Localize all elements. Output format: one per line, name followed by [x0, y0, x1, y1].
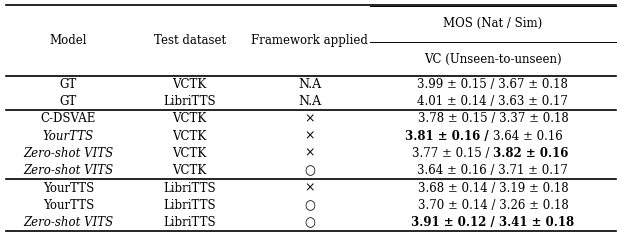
Text: 3.99 ± 0.15 / 3.67 ± 0.18: 3.99 ± 0.15 / 3.67 ± 0.18: [417, 78, 569, 91]
Text: YourTTS: YourTTS: [43, 130, 94, 143]
Text: Zero-shot VITS: Zero-shot VITS: [24, 147, 113, 160]
Text: ×: ×: [304, 147, 315, 160]
Text: VC (Unseen-to-unseen): VC (Unseen-to-unseen): [424, 52, 562, 66]
Text: Test dataset: Test dataset: [154, 34, 226, 47]
Text: ×: ×: [304, 112, 315, 125]
Text: N.A: N.A: [298, 95, 321, 108]
Text: 3.70 ± 0.14 / 3.26 ± 0.18: 3.70 ± 0.14 / 3.26 ± 0.18: [417, 199, 569, 212]
Text: Zero-shot VITS: Zero-shot VITS: [24, 164, 113, 177]
Text: 3.77 ± 0.15 /: 3.77 ± 0.15 /: [412, 147, 493, 160]
Text: YourTTS: YourTTS: [43, 199, 94, 212]
Text: 3.81 ± 0.16 /: 3.81 ± 0.16 /: [405, 130, 493, 143]
Text: Framework applied: Framework applied: [251, 34, 368, 47]
Text: N.A: N.A: [298, 78, 321, 91]
Text: MOS (Nat / Sim): MOS (Nat / Sim): [443, 17, 542, 30]
Text: ○: ○: [304, 164, 315, 177]
Text: 4.01 ± 0.14 / 3.63 ± 0.17: 4.01 ± 0.14 / 3.63 ± 0.17: [417, 95, 569, 108]
Text: VCTK: VCTK: [172, 147, 207, 160]
Text: VCTK: VCTK: [172, 164, 207, 177]
Text: Zero-shot VITS: Zero-shot VITS: [24, 216, 113, 229]
Text: GT: GT: [60, 78, 77, 91]
Text: ○: ○: [304, 216, 315, 229]
Text: ×: ×: [304, 181, 315, 194]
Text: 3.91 ± 0.12 / 3.41 ± 0.18: 3.91 ± 0.12 / 3.41 ± 0.18: [411, 216, 575, 229]
Text: 3.78 ± 0.15 / 3.37 ± 0.18: 3.78 ± 0.15 / 3.37 ± 0.18: [417, 112, 569, 125]
Text: ×: ×: [304, 130, 315, 143]
Text: VCTK: VCTK: [172, 130, 207, 143]
Text: ○: ○: [304, 199, 315, 212]
Text: C-DSVAE: C-DSVAE: [40, 112, 96, 125]
Text: 3.64 ± 0.16: 3.64 ± 0.16: [493, 130, 563, 143]
Text: GT: GT: [60, 95, 77, 108]
Text: Model: Model: [50, 34, 87, 47]
Text: LibriTTS: LibriTTS: [164, 95, 216, 108]
Text: LibriTTS: LibriTTS: [164, 181, 216, 194]
Text: VCTK: VCTK: [172, 78, 207, 91]
Text: VCTK: VCTK: [172, 112, 207, 125]
Text: LibriTTS: LibriTTS: [164, 199, 216, 212]
Text: 3.64 ± 0.16 / 3.71 ± 0.17: 3.64 ± 0.16 / 3.71 ± 0.17: [417, 164, 569, 177]
Text: LibriTTS: LibriTTS: [164, 216, 216, 229]
Text: 3.68 ± 0.14 / 3.19 ± 0.18: 3.68 ± 0.14 / 3.19 ± 0.18: [417, 181, 569, 194]
Text: YourTTS: YourTTS: [43, 181, 94, 194]
Text: 3.82 ± 0.16: 3.82 ± 0.16: [493, 147, 569, 160]
